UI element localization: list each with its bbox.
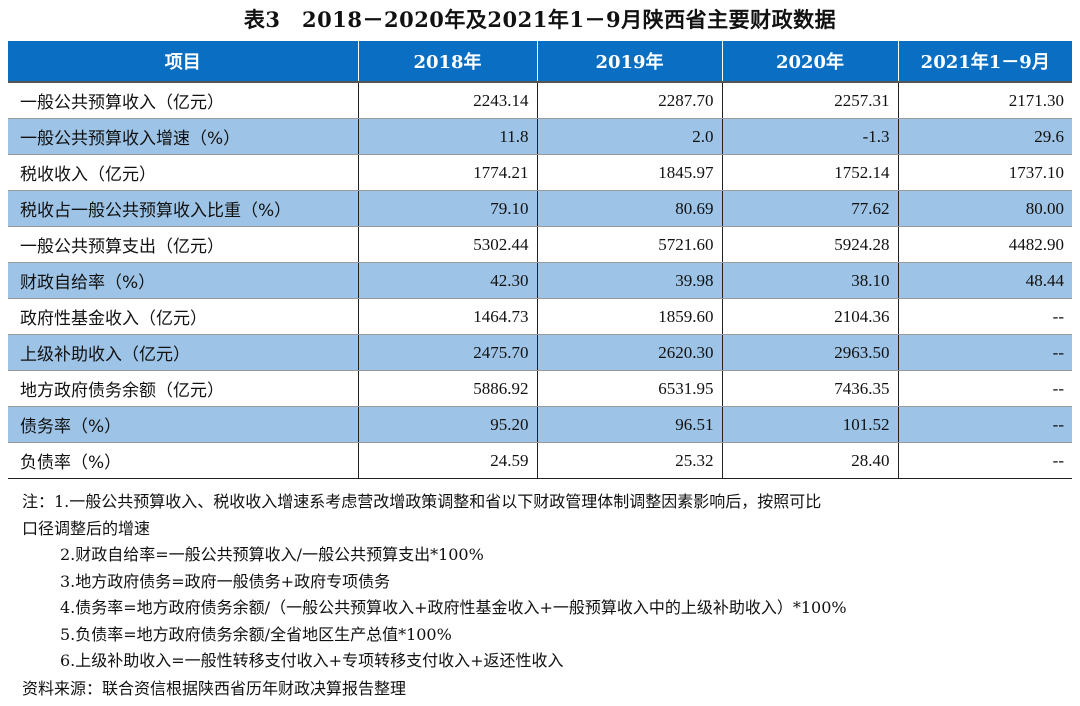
note-line: 4.债务率=地方政府债务余额/（一般公共预算收入+政府性基金收入+一般预算收入中… [60, 598, 847, 617]
table-row: 一般公共预算收入（亿元） 2243.14 2287.70 2257.31 2171.30 [8, 82, 1072, 119]
row-label: 一般公共预算收入增速（%） [8, 118, 358, 155]
column-header: 2019年 [536, 41, 722, 83]
table-cell: 2257.31 [721, 82, 898, 119]
table-cell: 95.20 [357, 406, 537, 443]
column-header: 项目 [8, 41, 358, 83]
column-header: 2018年 [357, 41, 537, 83]
table-cell: 2475.70 [357, 334, 537, 371]
table-cell: 4482.90 [897, 226, 1072, 263]
row-label: 政府性基金收入（亿元） [8, 298, 358, 335]
table-cell: 42.30 [357, 262, 537, 299]
table-cell: -- [897, 298, 1072, 335]
table-cell: 29.6 [897, 118, 1072, 155]
table-cell: 1752.14 [721, 154, 898, 191]
table-cell: 48.44 [897, 262, 1072, 299]
table-cell: 5721.60 [536, 226, 722, 263]
note-line: 注：1.一般公共预算收入、税收收入增速系考虑营改增政策调整和省以下财政管理体制调… [22, 492, 822, 511]
note-line: 2.财政自给率=一般公共预算收入/一般公共预算支出*100% [60, 545, 484, 564]
source-note: 资料来源：联合资信根据陕西省历年财政决算报告整理 [22, 679, 407, 698]
table-row: 税收收入（亿元） 1774.21 1845.97 1752.14 1737.10 [8, 154, 1072, 191]
table-cell: 2620.30 [536, 334, 722, 371]
row-label: 债务率（%） [8, 406, 358, 443]
header-row: 项目 2018年 2019年 2020年 2021年1－9月 [8, 41, 1072, 83]
table-cell: 5886.92 [357, 370, 537, 407]
table-cell: 1859.60 [536, 298, 722, 335]
column-header: 2021年1－9月 [897, 41, 1072, 83]
table-row: 债务率（%） 95.20 96.51 101.52 -- [8, 406, 1072, 443]
table-cell: -- [897, 406, 1072, 443]
column-header: 2020年 [721, 41, 898, 83]
table-cell: -- [897, 370, 1072, 407]
table-cell: 5924.28 [721, 226, 898, 263]
table-cell: 2287.70 [536, 82, 722, 119]
table-cell: -1.3 [721, 118, 898, 155]
table-cell: 5302.44 [357, 226, 537, 263]
table-cell: 7436.35 [721, 370, 898, 407]
row-label: 税收收入（亿元） [8, 154, 358, 191]
table-row: 负债率（%） 24.59 25.32 28.40 -- [8, 442, 1072, 479]
table-cell: 2963.50 [721, 334, 898, 371]
table-row: 税收占一般公共预算收入比重（%） 79.10 80.69 77.62 80.00 [8, 190, 1072, 227]
row-label: 地方政府债务余额（亿元） [8, 370, 358, 407]
table-row: 财政自给率（%） 42.30 39.98 38.10 48.44 [8, 262, 1072, 299]
table-title: 表3 2018－2020年及2021年1－9月陕西省主要财政数据 [243, 7, 837, 32]
table-cell: 77.62 [721, 190, 898, 227]
table-cell: 24.59 [357, 442, 537, 479]
note-line: 5.负债率=地方政府债务余额/全省地区生产总值*100% [60, 624, 452, 644]
fiscal-data-table: 项目 2018年 2019年 2020年 2021年1－9月 一般公共预算收入（亿元） 2… [8, 41, 1072, 479]
table-cell: 2171.30 [897, 82, 1072, 119]
table-cell: 1737.10 [897, 154, 1072, 191]
table-cell: 1774.21 [357, 154, 537, 191]
note-line: 6.上级补助收入=一般性转移支付收入+专项转移支付收入+返还性收入 [60, 651, 564, 670]
table-cell: 2243.14 [357, 82, 537, 119]
table-cell: 80.00 [897, 190, 1072, 227]
table-row: 地方政府债务余额（亿元） 5886.92 6531.95 7436.35 -- [8, 370, 1072, 407]
table-cell: 2104.36 [721, 298, 898, 335]
table-cell: 79.10 [357, 190, 537, 227]
table-cell: 11.8 [357, 118, 537, 155]
row-label: 财政自给率（%） [8, 262, 358, 299]
table-cell: 1845.97 [536, 154, 722, 191]
table-cell: 80.69 [536, 190, 722, 227]
row-label: 一般公共预算支出（亿元） [8, 226, 358, 263]
table-notes: 注：1.一般公共预算收入、税收收入增速系考虑营改增政策调整和省以下财政管理体制调… [22, 489, 847, 675]
row-label: 税收占一般公共预算收入比重（%） [8, 190, 358, 227]
table-cell: -- [897, 334, 1072, 371]
table-cell: 101.52 [721, 406, 898, 443]
table-row: 上级补助收入（亿元） 2475.70 2620.30 2963.50 -- [8, 334, 1072, 371]
table-cell: 1464.73 [357, 298, 537, 335]
table-cell: 39.98 [536, 262, 722, 299]
table-cell: 96.51 [536, 406, 722, 443]
table-row: 一般公共预算收入增速（%） 11.8 2.0 -1.3 29.6 [8, 118, 1072, 155]
row-label: 一般公共预算收入（亿元） [8, 82, 358, 119]
table-row: 一般公共预算支出（亿元） 5302.44 5721.60 5924.28 4482.90 [8, 226, 1072, 263]
table-cell: 38.10 [721, 262, 898, 299]
table-cell: 25.32 [536, 442, 722, 479]
table-cell: -- [897, 442, 1072, 479]
row-label: 上级补助收入（亿元） [8, 334, 358, 371]
table-row: 政府性基金收入（亿元） 1464.73 1859.60 2104.36 -- [8, 298, 1072, 335]
table-cell: 6531.95 [536, 370, 722, 407]
table-cell: 2.0 [536, 118, 722, 155]
row-label: 负债率（%） [8, 442, 358, 479]
note-line: 3.地方政府债务=政府一般债务+政府专项债务 [60, 571, 391, 591]
table-cell: 28.40 [721, 442, 898, 479]
note-line: 口径调整后的增速 [22, 518, 151, 538]
